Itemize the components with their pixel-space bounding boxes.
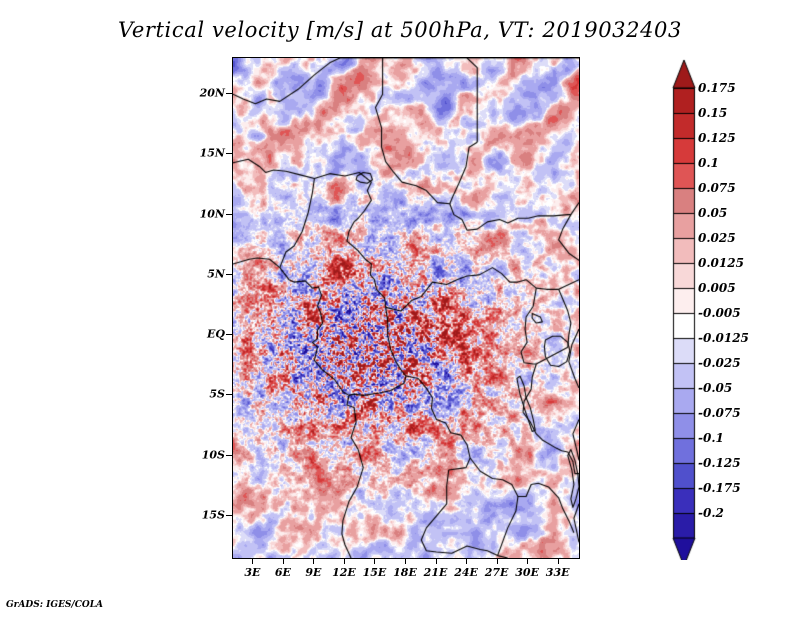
x-tick-mark (497, 558, 498, 564)
page-title: Vertical velocity [m/s] at 500hPa, VT: 2… (118, 18, 682, 42)
colorbar-tick-label: -0.175 (698, 481, 741, 495)
y-tick-label: 5S (209, 387, 225, 401)
colorbar: 0.175 0.15 0.125 0.1 0.075 0.05 0.025 0.0125 0.0… (670, 55, 800, 560)
x-tick-mark (283, 558, 284, 564)
y-tick-label: 20N (199, 86, 225, 100)
colorbar-tick-label: -0.125 (698, 456, 741, 470)
y-tick-label: EQ (207, 327, 225, 341)
colorbar-tick-label: 0.15 (698, 106, 728, 120)
y-tick-mark (226, 515, 232, 516)
x-tick-mark (558, 558, 559, 564)
colorbar-tick-label: 0.0125 (698, 256, 744, 270)
y-tick-label: 5N (207, 267, 225, 281)
x-tick-mark (313, 558, 314, 564)
x-tick-label: 27E (484, 566, 509, 579)
x-tick-label: 6E (274, 566, 291, 579)
x-tick-mark (405, 558, 406, 564)
x-tick-label: 3E (244, 566, 261, 579)
colorbar-tick-label: -0.1 (698, 431, 724, 445)
colorbar-tick-label: -0.005 (698, 306, 741, 320)
x-tick-label: 30E (515, 566, 539, 579)
x-tick-label: 9E (305, 566, 322, 579)
y-tick-mark (226, 455, 232, 456)
map-borders-overlay (233, 58, 579, 558)
colorbar-tick-label: 0.1 (698, 156, 719, 170)
x-tick-label: 18E (393, 566, 417, 579)
colorbar-tick-label: 0.05 (698, 206, 728, 220)
x-tick-mark (436, 558, 437, 564)
y-tick-mark (226, 334, 232, 335)
colorbar-tick-label: -0.0125 (698, 331, 749, 345)
x-tick-label: 12E (332, 566, 356, 579)
x-tick-mark (374, 558, 375, 564)
colorbar-tick-label: 0.125 (698, 131, 736, 145)
x-tick-mark (344, 558, 345, 564)
y-tick-label: 10S (201, 448, 225, 462)
colorbar-tick-label: -0.075 (698, 406, 741, 420)
map-plot-area (232, 57, 580, 559)
colorbar-tick-label: -0.05 (698, 381, 733, 395)
y-tick-label: 15N (199, 146, 225, 160)
y-tick-mark (226, 274, 232, 275)
x-tick-label: 24E (454, 566, 478, 579)
x-tick-label: 21E (423, 566, 448, 579)
y-tick-mark (226, 93, 232, 94)
colorbar-tick-label: 0.025 (698, 231, 736, 245)
y-tick-mark (226, 214, 232, 215)
x-tick-label: 33E (545, 566, 570, 579)
y-tick-label: 10N (199, 207, 225, 221)
x-tick-label: 15E (362, 566, 387, 579)
x-tick-mark (466, 558, 467, 564)
colorbar-tick-label: 0.075 (698, 181, 736, 195)
y-tick-mark (226, 153, 232, 154)
y-tick-label: 15S (201, 508, 225, 522)
grads-credit: GrADS: IGES/COLA (6, 600, 104, 610)
colorbar-tick-label: 0.175 (698, 81, 736, 95)
colorbar-tick-label: -0.025 (698, 356, 741, 370)
colorbar-tick-label: 0.005 (698, 281, 736, 295)
y-tick-mark (226, 394, 232, 395)
x-tick-mark (527, 558, 528, 564)
colorbar-gradient (670, 55, 700, 560)
colorbar-tick-label: -0.2 (698, 506, 724, 520)
x-tick-mark (252, 558, 253, 564)
